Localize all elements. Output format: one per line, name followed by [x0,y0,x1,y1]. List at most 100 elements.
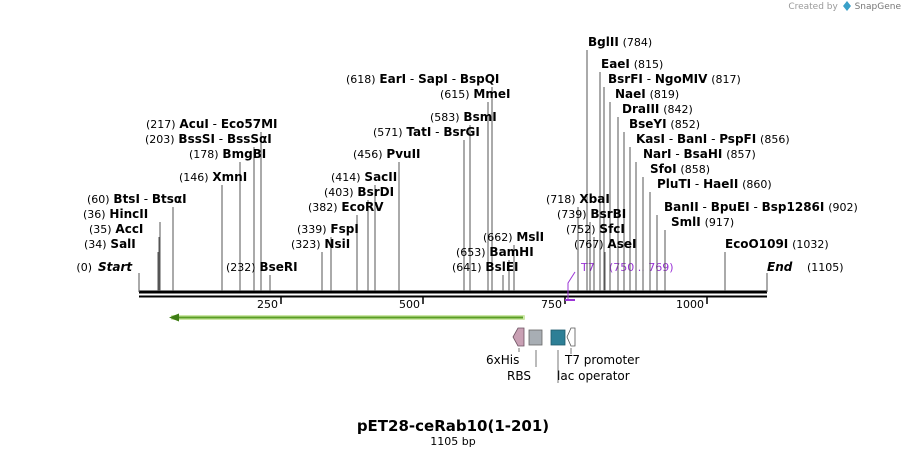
site-tati[interactable]: (571) TatI - BsrGI [373,125,480,291]
start-label: (0) Start [76,260,140,292]
site-asei[interactable]: (767) AseI [574,237,636,291]
site-bseri[interactable]: (232) BseRI [226,260,298,291]
site-position: (852) [670,118,700,131]
site-sfoi[interactable]: SfoI (858) [642,162,710,291]
end-name: End [767,260,793,274]
site-position: (35) [89,223,112,236]
site-bamhi[interactable]: (653) BamHI [456,245,534,291]
site-position: (217) [146,118,176,131]
site-position: (146) [179,171,209,184]
site-enzyme: HincII [109,207,148,221]
site-position: (618) [346,73,376,86]
site-sali[interactable]: (34) SalI [84,237,159,291]
site-enzyme: MmeI [473,87,510,101]
site-label: (35) AccI [89,222,143,236]
credit-brand: SnapGene [854,2,901,12]
site-enzyme: EcoRV [341,200,384,214]
site-bglii[interactable]: BglII (784) [586,35,652,291]
site-enzyme: BsaHI [684,147,723,161]
site-position: (815) [634,58,664,71]
site-eari[interactable]: (618) EarI - SapI - BspQI [346,72,499,291]
site-eaei[interactable]: EaeI (815) [599,57,664,291]
site-pvuii[interactable]: (456) PvuII [353,147,421,291]
site-btsi[interactable]: (60) BtsI - BtsαI [87,192,187,291]
site-label: (752) SfcI [566,222,625,236]
site-banii[interactable]: BanII - BpuEI - Bsp1286I (902) [656,200,858,291]
site-ecorv[interactable]: (382) EcoRV [308,200,384,291]
site-enzyme: BmgBI [222,147,266,161]
site-enzyme: PvuII [386,147,420,161]
site-sfci[interactable]: (752) SfcI [566,222,625,291]
feature-t7-promoter[interactable] [566,327,576,347]
site-ecoo109i[interactable]: EcoO109I (1032) [724,237,829,291]
site-enzyme: NsiI [324,237,350,251]
site-position: (34) [84,238,107,251]
site-enzyme: Bsp1286I [762,200,825,214]
site-enzyme: BamHI [489,245,533,259]
site-label: (662) MslI [483,230,544,244]
site-label: BsrFI - NgoMIV (817) [608,72,741,86]
plasmid-length: 1105 bp [430,435,475,448]
site-position: (641) [452,261,482,274]
site-pluti[interactable]: PluTI - HaeII (860) [649,177,772,291]
site-acui[interactable]: (217) AcuI - Eco57MI [146,117,277,291]
site-naei[interactable]: NaeI (819) [609,87,679,291]
site-bsssi[interactable]: (203) BssSI - BssSαI [145,132,272,291]
site-label: BglII (784) [588,35,652,49]
credit-text: Created by [788,2,838,12]
site-position: (60) [87,193,110,206]
feature-his-tag[interactable] [512,327,525,347]
feature-rbs[interactable] [528,329,543,346]
ruler-tick-label: 1000 [676,298,704,311]
site-bsrdi[interactable]: (403) BsrDI [324,185,394,291]
site-xmni[interactable]: (146) XmnI [179,170,247,291]
site-bmgbi[interactable]: (178) BmgBI [189,147,266,291]
feature-lac-operator[interactable] [550,329,566,346]
site-sacii[interactable]: (414) SacII [331,170,397,291]
his-tag-label: 6xHis [486,353,519,367]
site-label: (232) BseRI [226,260,298,274]
site-enzyme: XbaI [579,192,609,206]
site-enzyme: BanII [664,200,699,214]
site-bsmi[interactable]: (583) BsmI [430,110,497,291]
site-enzyme: AseI [607,237,636,251]
site-enzyme: NaeI [615,87,646,101]
site-position: (767) [574,238,604,251]
site-label: (146) XmnI [179,170,247,184]
site-position: (232) [226,261,256,274]
site-bseyi[interactable]: BseYI (852) [623,117,700,291]
site-enzyme: BanI [677,132,707,146]
site-position: (571) [373,126,403,139]
site-label: (718) XbaI [546,192,610,206]
site-kasi[interactable]: KasI - BanI - PspFI (856) [629,132,790,291]
site-bsrfi[interactable]: BsrFI - NgoMIV (817) [603,72,741,291]
site-fspi[interactable]: (339) FspI [297,222,359,291]
site-label: (36) HincII [83,207,148,221]
site-label: (653) BamHI [456,245,534,259]
site-label: (323) NsiI [291,237,350,251]
rbs-label: RBS [507,369,531,383]
site-hincii[interactable]: (36) HincII [83,207,161,291]
start-name: Start [98,260,133,274]
site-xbai[interactable]: (718) XbaI [546,192,610,291]
site-nari[interactable]: NarI - BsaHI (857) [635,147,756,291]
site-mmei[interactable]: (615) MmeI [440,87,510,291]
site-label: BseYI (852) [629,117,700,131]
site-label: NarI - BsaHI (857) [643,147,756,161]
site-label: (767) AseI [574,237,636,251]
site-msli[interactable]: (662) MslI [483,230,544,291]
site-enzyme: SfoI [650,162,677,176]
site-enzyme: PspFI [719,132,756,146]
site-draiii[interactable]: DraIII (842) [617,102,693,291]
restriction-sites: BglII (784) EaeI (815)BsrFI - NgoMIV (817… [83,35,858,291]
site-label: (641) BslEI [452,260,519,274]
site-bsrbi[interactable]: (739) BsrBI [557,207,626,291]
site-nsii[interactable]: (323) NsiI [291,237,350,291]
site-label: (203) BssSI - BssSαI [145,132,272,146]
orf-arrow[interactable] [169,313,525,322]
site-bslei[interactable]: (641) BslEI [452,260,519,291]
site-enzyme: BssSI [178,132,215,146]
site-smli[interactable]: SmlI (917) [664,215,734,291]
site-acci[interactable]: (35) AccI [89,222,160,291]
